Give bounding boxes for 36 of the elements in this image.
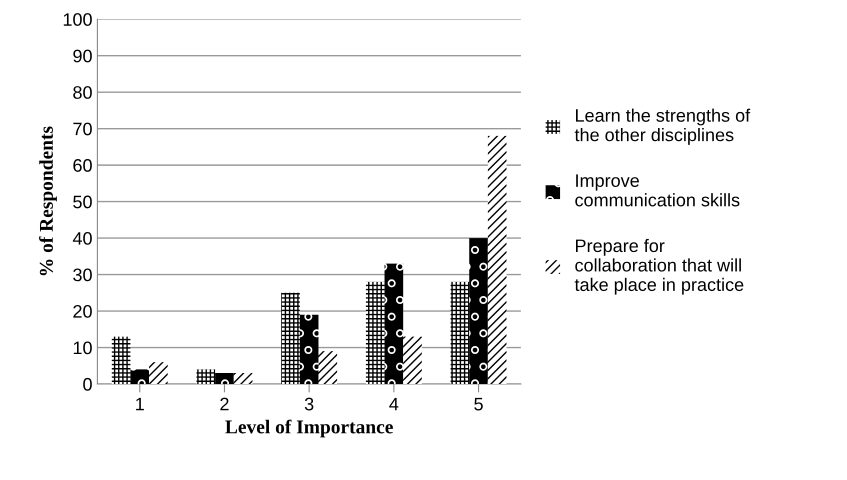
y-tick-label: 20 xyxy=(73,304,92,318)
y-axis-title: % of Respondents xyxy=(39,126,57,276)
bar xyxy=(366,282,385,384)
y-tick-label: 100 xyxy=(64,13,92,26)
legend-label: Learn the strengths of the other disciplines xyxy=(574,108,750,145)
y-tick-label: 40 xyxy=(72,232,92,245)
x-tick-label: 2 xyxy=(220,398,229,410)
y-tick-label: 60 xyxy=(73,159,92,172)
bar xyxy=(149,362,168,384)
bar xyxy=(469,238,488,384)
bar xyxy=(300,314,318,384)
x-tick-label: 5 xyxy=(474,398,483,410)
legend-label: Prepare for collaboration that will take place in practice xyxy=(574,238,744,295)
y-tick-label: 90 xyxy=(73,50,92,62)
bar xyxy=(196,369,216,384)
bar xyxy=(234,373,252,384)
y-tick-label: 0 xyxy=(83,378,92,391)
y-tick-label: 50 xyxy=(73,196,92,208)
x-tick-label: 4 xyxy=(389,398,398,410)
bar xyxy=(130,369,150,384)
bar xyxy=(215,373,234,384)
bar xyxy=(384,264,404,384)
bar xyxy=(318,351,338,384)
bar xyxy=(488,136,507,384)
x-axis-title: Level of Importance xyxy=(225,420,393,438)
x-tick-label: 3 xyxy=(304,398,314,410)
bar xyxy=(281,292,300,384)
bar xyxy=(450,282,470,384)
x-tick-label: 1 xyxy=(136,398,144,410)
bar xyxy=(112,336,130,384)
bar xyxy=(403,336,422,384)
legend-label: Improve communication skills xyxy=(575,174,740,206)
y-tick-label: 70 xyxy=(73,122,92,136)
y-tick-label: 80 xyxy=(73,86,92,99)
y-tick-label: 10 xyxy=(74,341,92,354)
y-tick-label: 30 xyxy=(73,268,92,282)
